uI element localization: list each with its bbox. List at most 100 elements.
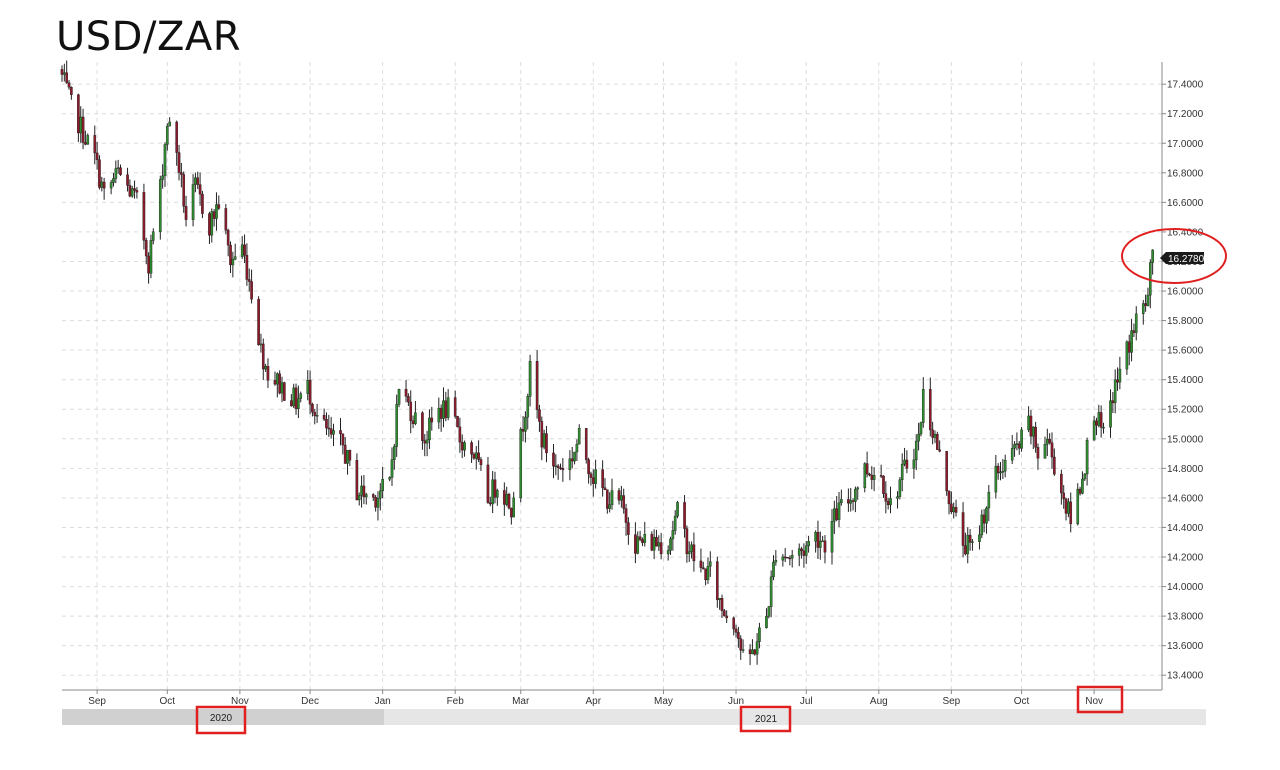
- candle-down: [77, 94, 80, 134]
- candle-down: [865, 463, 869, 475]
- candle-up: [781, 556, 785, 561]
- candle-down: [453, 397, 457, 417]
- candle-down: [716, 561, 719, 600]
- candle-down: [847, 499, 850, 504]
- candle-down: [510, 507, 513, 518]
- candle-up: [463, 442, 466, 451]
- candle-down: [355, 460, 359, 501]
- year-label-2020: 2020: [210, 713, 233, 724]
- candle-up: [299, 393, 303, 399]
- candle-up: [669, 538, 672, 551]
- candle-down: [212, 211, 216, 219]
- candle-up: [1043, 444, 1047, 459]
- candle-down: [835, 508, 838, 520]
- x-tick-label: May: [654, 696, 673, 707]
- candle-up: [594, 469, 597, 484]
- candle-down: [748, 649, 752, 655]
- y-tick-label: 16.6000: [1167, 198, 1204, 209]
- candle-up: [1076, 488, 1080, 525]
- candle-up: [774, 560, 778, 563]
- candle-down: [884, 493, 888, 502]
- candle-down: [245, 255, 249, 280]
- candle-down: [250, 281, 253, 300]
- candle-down: [1095, 420, 1098, 426]
- candle-down: [261, 343, 265, 370]
- candle-down: [1060, 473, 1063, 494]
- candle-up: [978, 534, 981, 542]
- candle-up: [306, 379, 310, 394]
- candle-up: [610, 490, 614, 506]
- navigator-selected-range[interactable]: [62, 709, 384, 725]
- candle-up: [378, 490, 382, 499]
- candle-up: [158, 179, 162, 232]
- candle-up: [491, 479, 494, 505]
- candle-up: [114, 168, 118, 179]
- candle-up: [919, 422, 923, 435]
- x-tick-label: Dec: [301, 696, 319, 707]
- candle-down: [950, 503, 953, 513]
- candle-down: [488, 502, 492, 505]
- candle-down: [928, 389, 932, 431]
- candle-down: [734, 628, 738, 633]
- y-tick-labels: 17.4000 17.2000 17.0000 16.8000 16.6000 16.40…: [1162, 80, 1204, 682]
- candle-down: [1064, 498, 1068, 514]
- candle-down: [802, 550, 806, 556]
- candle-up: [524, 416, 527, 432]
- candle-down: [1017, 443, 1021, 449]
- y-tick-label: 17.2000: [1167, 109, 1204, 120]
- candle-up: [900, 463, 904, 481]
- candle-up: [985, 507, 988, 524]
- candle-up: [912, 459, 916, 469]
- candle-down: [290, 400, 293, 407]
- candle-down: [701, 567, 705, 570]
- candle-up: [671, 530, 675, 540]
- candle-up: [519, 428, 523, 499]
- candle-down: [95, 152, 99, 160]
- y-tick-label: 14.4000: [1167, 523, 1204, 534]
- x-tick-label: Sep: [942, 696, 960, 707]
- candle-down: [879, 475, 883, 477]
- candle-up: [837, 502, 841, 520]
- candle-down: [439, 407, 443, 419]
- candle-down: [1144, 303, 1147, 306]
- candle-down: [84, 142, 87, 145]
- candle-down: [559, 467, 562, 469]
- candle-down: [339, 430, 342, 435]
- candle-up: [807, 540, 810, 547]
- candle-down: [622, 495, 626, 509]
- candle-up: [849, 500, 853, 504]
- candle-up: [393, 446, 396, 460]
- candle-down: [627, 522, 630, 535]
- candle-down: [556, 465, 560, 468]
- candle-up: [1081, 478, 1084, 494]
- x-tick-label: Jun: [728, 696, 744, 707]
- candle-up: [708, 561, 712, 567]
- highlight-box-nov: [1076, 685, 1124, 714]
- candle-up: [1020, 429, 1023, 449]
- candle-up: [357, 495, 361, 501]
- candle-up: [191, 184, 195, 220]
- candle-up: [987, 491, 991, 509]
- x-tick-label: Jul: [800, 696, 813, 707]
- candle-up: [116, 167, 120, 169]
- y-tick-label: 15.2000: [1167, 405, 1204, 416]
- candle-up: [821, 540, 824, 543]
- y-tick-label: 15.6000: [1167, 346, 1204, 357]
- candle-down: [65, 72, 68, 84]
- candle-down: [144, 240, 148, 257]
- candle-down: [327, 427, 331, 430]
- candle-up: [772, 561, 775, 578]
- candle-up: [914, 440, 918, 461]
- candle-down: [561, 467, 565, 471]
- candle-down: [266, 366, 270, 381]
- candle-up: [971, 541, 974, 543]
- candle-up: [854, 488, 857, 502]
- candle-down: [1127, 341, 1131, 353]
- candle-down: [180, 172, 183, 175]
- candle-down: [102, 181, 106, 189]
- candle-down: [638, 536, 642, 540]
- candle-down: [325, 418, 328, 429]
- candle-up: [1109, 400, 1112, 428]
- candle-up: [898, 479, 902, 497]
- last-price-marker: 16.2780: [1160, 252, 1205, 265]
